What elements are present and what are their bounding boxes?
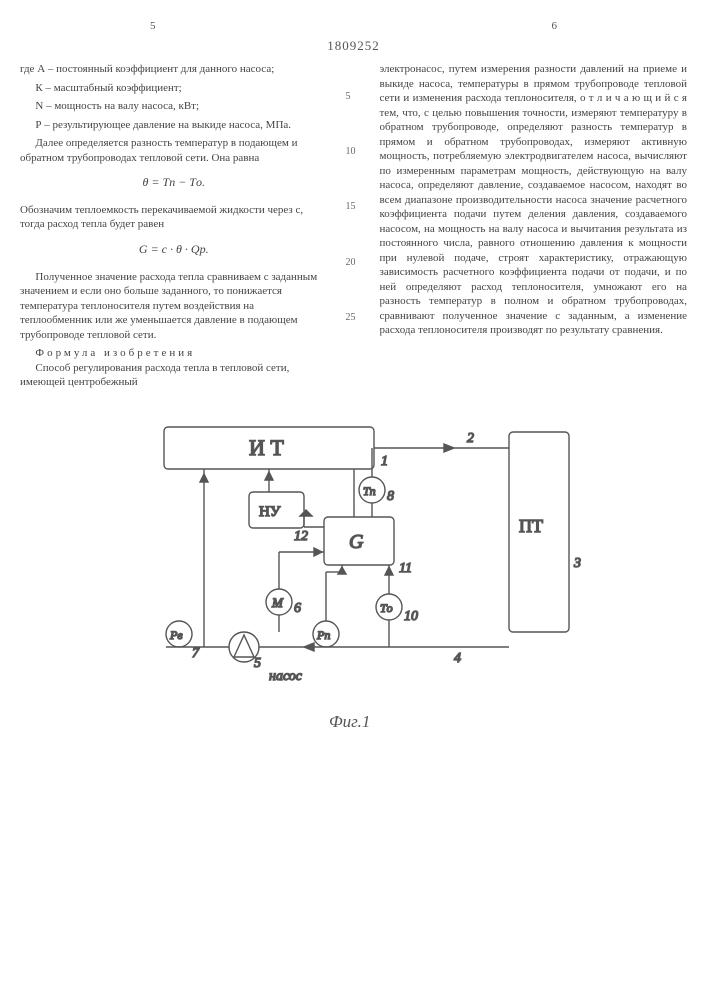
para-dt: Далее определяется разность температур в…: [20, 136, 328, 165]
block-pt: ПТ: [519, 516, 543, 536]
claim-start: Способ регулирования расхода тепла в теп…: [20, 361, 328, 390]
line-number-gutter: 5 10 15 20 25: [346, 62, 362, 390]
formula-g: G = c · θ · Qр.: [20, 242, 328, 258]
schematic-svg: И Т ПТ 2 1 НУ 12 G 11 Tп 8 Tо 10 M 6: [94, 412, 614, 742]
def-a: где А – постоянный коэффициент для данно…: [20, 62, 328, 77]
fig-label: Фиг.1: [329, 712, 370, 731]
sub-12: 12: [294, 529, 308, 544]
def-n: N – мощность на валу насоса, кВт;: [20, 99, 328, 114]
para-compare: Полученное значение расхода тепла сравни…: [20, 270, 328, 343]
sub-7: 7: [192, 646, 200, 661]
sub-11: 11: [399, 561, 412, 576]
block-g: G: [349, 531, 364, 553]
sub-8: 8: [387, 489, 394, 504]
ln: 5: [346, 90, 362, 103]
sensor-m: M: [271, 595, 284, 610]
sub-4: 4: [454, 651, 461, 666]
sub-6: 6: [294, 601, 301, 616]
claim-body: электронасос, путем измерения разности д…: [380, 62, 688, 338]
doc-number: 1809252: [20, 38, 687, 54]
page-num-right: 6: [552, 20, 558, 32]
right-column: электронасос, путем измерения разности д…: [380, 62, 688, 390]
block-hy: НУ: [259, 504, 281, 520]
sub-3: 3: [573, 556, 581, 571]
sub-10: 10: [404, 609, 418, 624]
sensor-to: Tо: [380, 601, 393, 615]
sensor-pp: Рп: [316, 628, 330, 642]
sensor-pv: Рв: [169, 628, 183, 642]
def-p: Р – результирующее давление на выкиде на…: [20, 118, 328, 133]
page-num-left: 5: [150, 20, 156, 32]
sensor-tp: Tп: [363, 484, 376, 498]
formula-theta: θ = Tп − Tо.: [20, 175, 328, 191]
block-it: И Т: [249, 435, 284, 460]
sub-2: 2: [467, 431, 474, 446]
para-c: Обозначим теплоемкость перекачиваемой жи…: [20, 203, 328, 232]
left-column: где А – постоянный коэффициент для данно…: [20, 62, 328, 390]
ln: 15: [346, 200, 362, 213]
ln: 10: [346, 145, 362, 158]
sub-1: 1: [381, 454, 388, 469]
figure-1: И Т ПТ 2 1 НУ 12 G 11 Tп 8 Tо 10 M 6: [20, 412, 687, 742]
ln: 20: [346, 256, 362, 269]
pump-label: насос: [269, 669, 303, 684]
def-k: К – масштабный коэффициент;: [20, 81, 328, 96]
ln: 25: [346, 311, 362, 324]
claim-head: Формула изобретения: [20, 346, 328, 361]
sub-5: 5: [254, 656, 261, 671]
